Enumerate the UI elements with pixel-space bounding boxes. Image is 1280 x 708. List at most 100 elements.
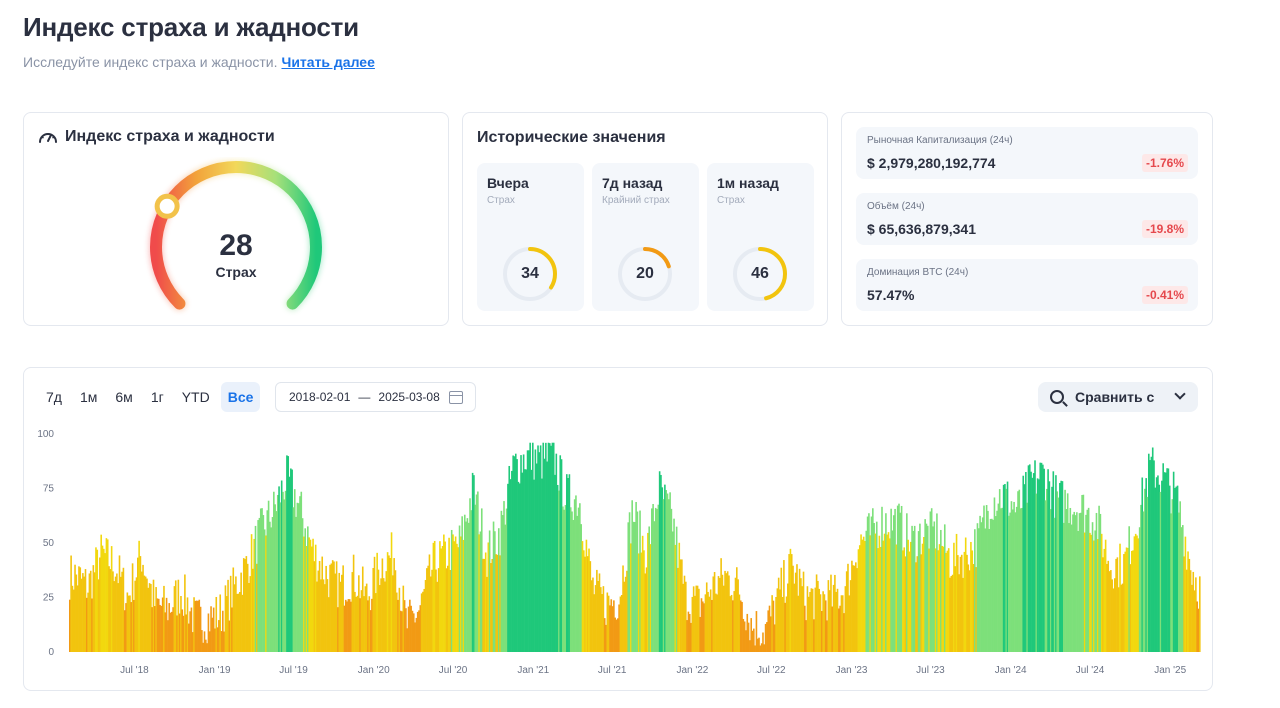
chart-bar (409, 599, 411, 652)
chart-bar (592, 577, 594, 652)
chart-bar (138, 540, 140, 652)
chart-bar (1040, 462, 1043, 652)
chart-bar (1158, 484, 1161, 652)
chart-bar (1093, 540, 1095, 652)
chart-bar (308, 537, 310, 652)
chart-bar (818, 588, 821, 652)
chart-bar (372, 567, 375, 652)
chart-bar (750, 618, 752, 652)
compare-dropdown[interactable]: Сравнить с (1038, 382, 1198, 412)
chart-bar (873, 523, 875, 652)
chart-bar (307, 526, 309, 652)
chart-bar (113, 581, 116, 652)
chart-bar (1121, 583, 1124, 652)
chart-bar (620, 595, 623, 652)
chart-bar (1006, 481, 1009, 652)
chart-bar (205, 639, 207, 652)
chart-bar (385, 571, 388, 652)
chart-bar (232, 567, 235, 652)
chart-bar (601, 594, 603, 652)
chart-bar (240, 572, 242, 652)
range-6m-button[interactable]: 6м (115, 389, 133, 405)
chart-bar (732, 600, 734, 652)
chart-bar (356, 595, 359, 652)
chart-bar (1120, 584, 1123, 652)
market-stats-card: Рыночная Капитализация (24ч) $ 2,979,280… (841, 112, 1213, 326)
chart-bar (641, 535, 644, 652)
chart-bar (926, 525, 929, 652)
chart-bar (609, 605, 611, 652)
range-ytd-button[interactable]: YTD (181, 389, 210, 405)
chart-bar (1021, 507, 1023, 652)
chart-bar (148, 583, 151, 652)
chart-bar (645, 567, 648, 652)
x-tick-label: Jul '18 (120, 665, 149, 676)
chart-bar (653, 521, 656, 652)
chart-bar (724, 570, 726, 652)
chart-bar (310, 546, 313, 652)
chart-bar (440, 548, 443, 652)
gauge-label: Страх (215, 264, 257, 280)
range-7d-button[interactable]: 7д (46, 389, 62, 405)
chart-bar (613, 600, 615, 652)
chart-bar (198, 599, 201, 652)
chart-bar (962, 577, 964, 652)
chart-bar (274, 504, 276, 652)
chart-bar (1099, 513, 1102, 652)
chart-bar (826, 620, 828, 652)
y-tick-label: 25 (43, 593, 55, 604)
chart-bar (548, 443, 551, 652)
chart-bar (369, 610, 372, 652)
chart-bar (497, 528, 500, 652)
chart-bar (602, 586, 605, 652)
date-range-picker[interactable]: 2018-02-01 — 2025-03-08 (275, 382, 476, 412)
chart-bar (1199, 576, 1201, 652)
chart-bar (911, 525, 913, 652)
chart-bar (101, 545, 104, 652)
chart-bar (518, 483, 521, 652)
chart-bar (865, 530, 868, 652)
chart-bar (1035, 493, 1038, 652)
chart-bar (152, 579, 155, 652)
chart-bar (968, 570, 971, 652)
chart-bar (284, 490, 287, 652)
chart-bar (1026, 502, 1028, 652)
x-tick-label: Jul '24 (1076, 665, 1105, 676)
chart-bar (86, 597, 88, 652)
chart-bar (1166, 468, 1168, 652)
chart-bar (126, 592, 129, 652)
chart-bar (715, 593, 717, 652)
chart-bar (163, 585, 165, 652)
chart-bar (110, 546, 113, 652)
chart-bar (713, 572, 716, 652)
chart-bar (1000, 508, 1002, 652)
chart-bar (352, 554, 355, 652)
chart-bar (531, 442, 534, 652)
chart-bar (762, 632, 764, 652)
read-more-link[interactable]: Читать далее (281, 54, 375, 70)
range-1y-button[interactable]: 1г (150, 389, 164, 405)
range-1m-button[interactable]: 1м (79, 389, 98, 405)
chart-bar (989, 518, 992, 652)
chart-bar (737, 579, 739, 652)
chart-bar (473, 475, 475, 652)
chart-bar (763, 644, 766, 652)
chart-bar (215, 596, 218, 652)
chart-bar (847, 563, 849, 652)
chart-bar (1002, 484, 1005, 652)
chart-bar (199, 606, 202, 652)
chart-bar (461, 516, 463, 652)
chart-bar (600, 587, 602, 652)
chart-bar (741, 601, 743, 652)
chart-bar (925, 523, 928, 652)
chart-bar (1074, 515, 1077, 652)
chart-bar (838, 608, 840, 652)
chart-bar (224, 585, 227, 652)
chart-bar (823, 594, 826, 652)
chart-bar (1089, 532, 1091, 652)
chart-bar (88, 573, 91, 652)
chart-bar (552, 442, 555, 652)
range-all-button[interactable]: Все (220, 382, 261, 412)
chart-bar (225, 596, 228, 652)
chart-bar (814, 587, 817, 652)
